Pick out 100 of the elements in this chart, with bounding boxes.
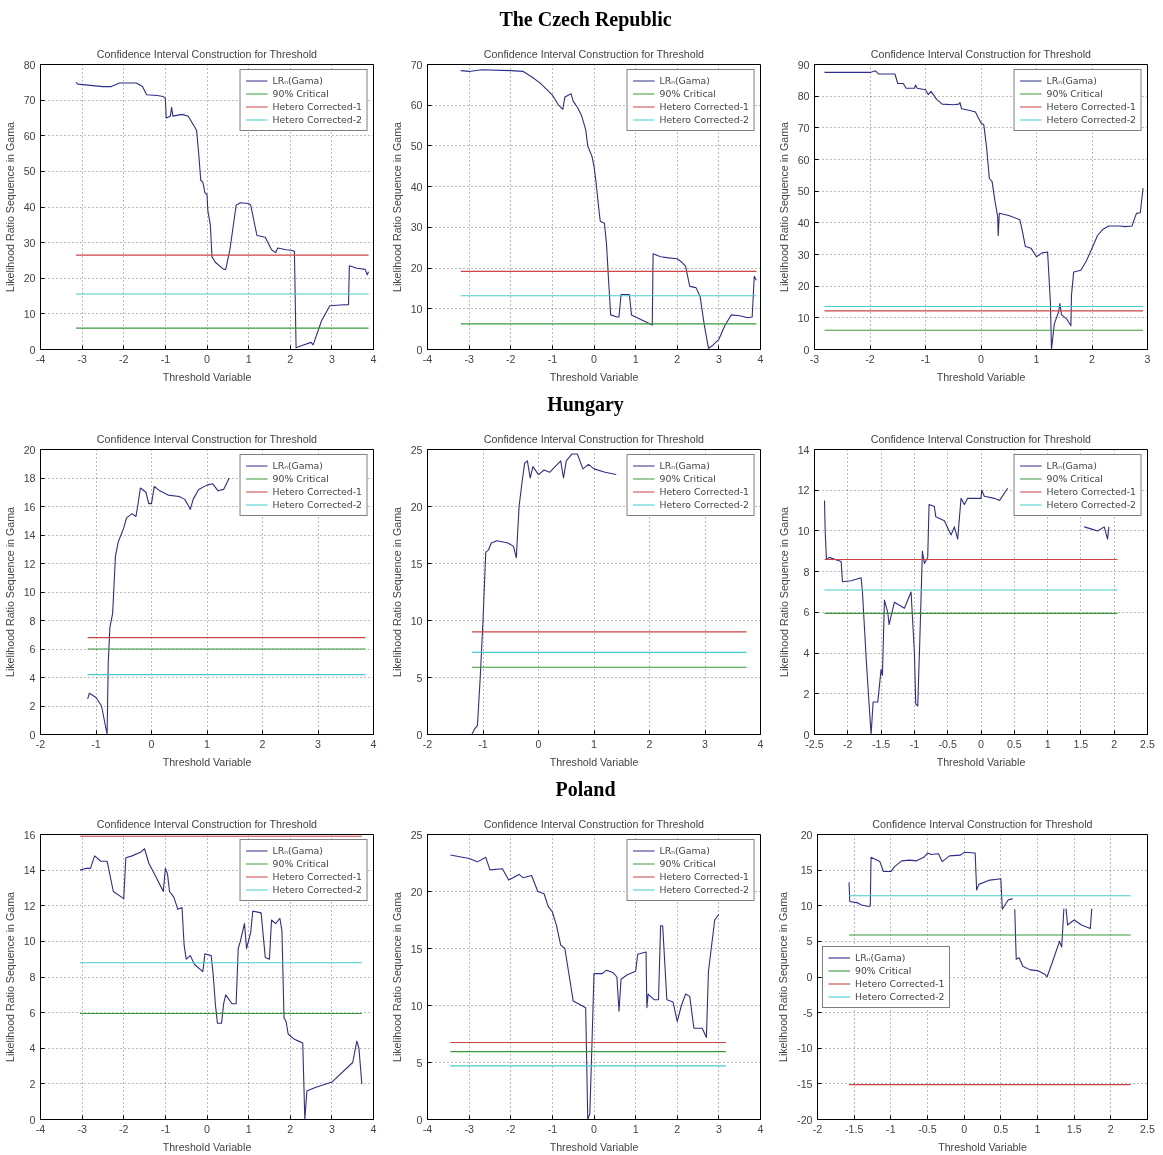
y-tick-label: 70: [23, 94, 36, 107]
x-tick-label: 1.5: [1073, 737, 1089, 750]
y-tick-label: 5: [416, 671, 423, 684]
x-tick-label: 1: [245, 1122, 252, 1135]
x-tick-label: 4: [370, 352, 377, 365]
y-axis-title: Likelihood Ratio Sequence in Gama: [3, 506, 16, 678]
y-axis-title: Likelihood Ratio Sequence in Gama: [777, 891, 790, 1063]
y-tick-label: 6: [803, 606, 810, 619]
x-tick-label: 3: [328, 1122, 335, 1135]
y-tick-label: 70: [410, 58, 423, 71]
x-tick-label: -1: [909, 737, 920, 750]
x-tick-label: -2: [422, 737, 433, 750]
y-axis-title: Likelihood Ratio Sequence in Gama: [777, 121, 790, 293]
x-tick-label: 0: [591, 352, 598, 365]
y-tick-label: 10: [797, 311, 810, 324]
x-tick-label: -2: [119, 1122, 129, 1135]
x-tick-label: 0: [961, 1122, 968, 1135]
y-tick-label: -10: [797, 1042, 813, 1055]
legend-label: Hetero Corrected-2: [272, 884, 362, 895]
y-axis-title: Likelihood Ratio Sequence in Gama: [390, 121, 403, 293]
legend-label: 90% Critical: [272, 858, 329, 869]
y-tick-label: 0: [29, 728, 36, 741]
legend-label: 90% Critical: [1046, 473, 1103, 484]
x-tick-label: 1: [245, 352, 252, 365]
y-tick-label: 5: [806, 935, 813, 948]
line-series: [87, 477, 230, 735]
line-series: [823, 70, 1144, 350]
legend-label: Hetero Corrected-2: [855, 990, 945, 1002]
y-tick-label: 4: [803, 647, 810, 660]
legend-label: LRₙ(Gama): [1046, 75, 1097, 86]
y-tick-label: 8: [29, 614, 36, 627]
y-axis-title: Likelihood Ratio Sequence in Gama: [777, 506, 790, 678]
y-tick-label: 8: [803, 565, 810, 578]
legend-label: Hetero Corrected-2: [659, 114, 749, 125]
x-tick-label: -2: [843, 737, 853, 750]
x-tick-label: -1: [478, 737, 488, 750]
x-tick-label: -1: [547, 352, 558, 365]
x-tick-label: 1: [591, 737, 598, 750]
chart-title: Confidence Interval Construction for Threshold: [870, 432, 1092, 445]
legend-label: Hetero Corrected-1: [1046, 101, 1136, 112]
x-tick-label: 2.5: [1140, 1122, 1155, 1135]
chart-title: Confidence Interval Construction for Threshold: [96, 432, 318, 445]
legend-label: Hetero Corrected-1: [272, 101, 362, 112]
legend-label: Hetero Corrected-2: [1046, 114, 1136, 125]
x-tick-label: 0.5: [1006, 737, 1022, 750]
x-tick-label: -3: [77, 1122, 87, 1135]
y-tick-label: 80: [23, 58, 36, 71]
y-tick-label: 4: [29, 671, 36, 684]
chart-title: Confidence Interval Construction for Threshold: [483, 817, 705, 830]
y-tick-label: 12: [797, 484, 810, 497]
x-tick-label: 1: [1034, 1122, 1041, 1135]
y-tick-label: 10: [23, 935, 36, 948]
x-tick-label: 3: [715, 352, 722, 365]
x-axis-title: Threshold Variable: [938, 1140, 1027, 1153]
x-tick-label: 3: [715, 1122, 722, 1135]
legend-label: 90% Critical: [855, 964, 912, 976]
y-tick-label: 60: [23, 129, 36, 142]
x-tick-label: -3: [464, 352, 474, 365]
legend-label: Hetero Corrected-2: [1046, 499, 1136, 510]
y-tick-label: 0: [803, 728, 810, 741]
y-tick-label: 14: [23, 529, 36, 541]
y-tick-label: 25: [410, 828, 423, 841]
x-tick-label: 2: [259, 737, 266, 750]
legend-label: LRₙ(Gama): [1046, 460, 1097, 471]
y-tick-label: 10: [410, 999, 423, 1012]
y-tick-label: 0: [806, 971, 813, 983]
y-tick-label: 0: [29, 1113, 36, 1126]
x-tick-label: 4: [370, 737, 377, 750]
legend-label: LRₙ(Gama): [272, 460, 323, 471]
x-tick-label: -0.5: [918, 1122, 937, 1135]
x-tick-label: 2: [287, 352, 294, 365]
y-tick-label: 60: [410, 99, 423, 112]
chart-title: Confidence Interval Construction for Threshold: [96, 47, 318, 60]
x-axis-title: Threshold Variable: [549, 370, 639, 383]
y-tick-label: 2: [803, 687, 810, 700]
y-tick-label: 16: [23, 500, 36, 513]
y-tick-label: 60: [797, 153, 810, 166]
x-tick-label: 1: [632, 1122, 639, 1135]
y-tick-label: 15: [800, 864, 813, 877]
x-tick-label: -2: [865, 352, 875, 365]
legend-label: 90% Critical: [272, 473, 329, 484]
y-axis-title: Likelihood Ratio Sequence in Gama: [390, 891, 403, 1063]
y-tick-label: 6: [29, 1006, 36, 1019]
x-axis-title: Threshold Variable: [162, 1140, 252, 1153]
chart-title: Confidence Interval Construction for Threshold: [96, 817, 318, 830]
x-tick-label: 2: [674, 1122, 681, 1135]
x-tick-label: 2.5: [1140, 737, 1155, 750]
y-tick-label: 10: [23, 586, 36, 598]
y-tick-label: 20: [410, 500, 423, 513]
chart-title: Confidence Interval Construction for Threshold: [870, 47, 1092, 60]
y-tick-label: 0: [416, 728, 423, 741]
x-tick-label: 3: [315, 737, 322, 750]
y-tick-label: 5: [416, 1056, 423, 1069]
y-tick-label: 10: [410, 302, 423, 315]
x-tick-label: -4: [35, 352, 46, 365]
x-tick-label: -2: [119, 352, 129, 365]
legend-label: Hetero Corrected-1: [272, 486, 362, 497]
y-tick-label: 20: [23, 272, 36, 285]
y-tick-label: 14: [797, 443, 810, 456]
chart-title: Confidence Interval Construction for Threshold: [483, 47, 705, 60]
